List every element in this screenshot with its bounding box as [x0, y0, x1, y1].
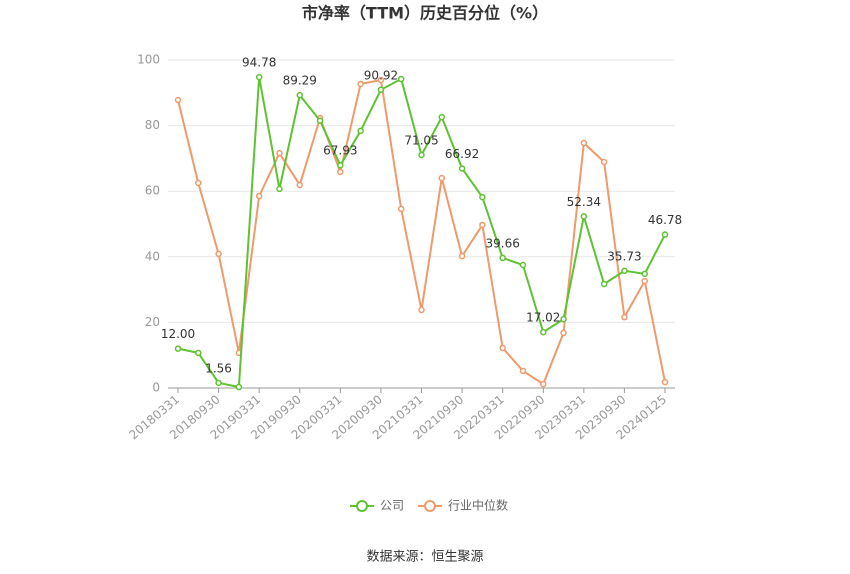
y-tick-label: 40: [145, 249, 160, 263]
point: [418, 151, 425, 159]
y-tick-label: 60: [145, 184, 160, 198]
data-label: 1.56: [205, 361, 232, 375]
point: [377, 76, 385, 84]
y-tick-label: 20: [145, 315, 160, 329]
y-tick-label: 0: [152, 381, 160, 395]
point: [661, 231, 669, 238]
point: [296, 181, 303, 189]
data-label: 17.02: [526, 311, 560, 325]
point: [418, 306, 425, 314]
data-label: 35.73: [607, 249, 641, 263]
point: [479, 221, 486, 229]
point: [397, 205, 405, 213]
point: [499, 254, 506, 262]
data-label: 94.78: [242, 56, 276, 70]
point: [377, 86, 385, 94]
data-label: 67.93: [323, 144, 357, 158]
data-label: 12.00: [161, 327, 195, 341]
point: [296, 91, 303, 99]
point: [540, 328, 547, 336]
point: [276, 185, 283, 193]
y-tick-label: 100: [137, 53, 160, 67]
point: [641, 277, 648, 285]
point: [641, 270, 648, 278]
point: [438, 113, 446, 121]
data-label: 52.34: [567, 195, 601, 209]
data-label: 89.29: [283, 74, 317, 88]
point: [458, 252, 466, 260]
point: [235, 383, 243, 391]
data-label: 66.92: [445, 147, 479, 161]
point: [499, 344, 506, 352]
point: [661, 378, 669, 386]
point: [397, 75, 405, 83]
point: [316, 117, 324, 124]
point: [195, 179, 202, 187]
source: 数据来源：恒生聚源: [366, 550, 483, 565]
point: [519, 261, 527, 269]
point: [519, 367, 527, 375]
point: [255, 73, 263, 81]
point: [174, 96, 182, 104]
data-label: 39.66: [485, 236, 519, 250]
point: [357, 80, 364, 88]
data-label: 71.05: [404, 133, 438, 147]
point: [337, 161, 344, 169]
point: [560, 329, 567, 337]
point: [357, 127, 364, 135]
legend-label: 公司: [380, 499, 404, 513]
series-line: [177, 76, 666, 389]
point: [255, 192, 263, 200]
point: [215, 250, 222, 258]
legend-marker: [356, 500, 368, 512]
point: [276, 149, 283, 157]
point: [337, 168, 344, 176]
point: [560, 315, 567, 323]
point: [195, 349, 202, 357]
point: [479, 193, 486, 201]
point: [580, 139, 588, 147]
legend-marker: [424, 500, 436, 512]
point: [600, 158, 608, 166]
data-label: 46.78: [648, 213, 682, 227]
y-tick-label: 80: [145, 118, 160, 132]
point: [580, 213, 588, 220]
point: [438, 174, 446, 182]
legend-label: 行业中位数: [448, 498, 508, 513]
point: [621, 267, 628, 275]
chart-title: 市净率（TTM）历史百分位（%）: [302, 4, 548, 23]
point: [621, 313, 628, 321]
point: [540, 380, 547, 388]
point: [215, 379, 222, 387]
point: [458, 165, 466, 172]
point: [600, 280, 608, 288]
point: [174, 345, 182, 352]
data-label: 90.92: [364, 68, 398, 82]
